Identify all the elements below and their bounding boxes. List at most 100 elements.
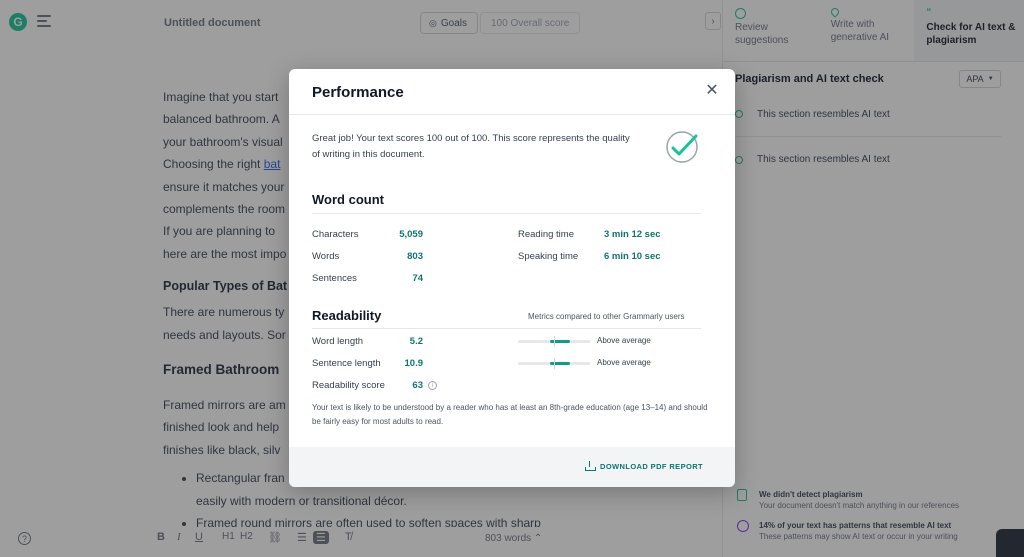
sentence-length-label: Sentence length [312, 358, 381, 369]
words-label: Words [312, 251, 340, 262]
editor-link[interactable]: bat [263, 157, 281, 172]
characters-label: Characters [312, 229, 359, 240]
grammarly-logo-icon[interactable]: G [9, 13, 27, 31]
menu-icon[interactable] [37, 15, 51, 27]
goals-icon: ◎ [429, 17, 437, 28]
citation-style-select[interactable]: APA ▼ [959, 70, 1001, 88]
quote-icon: “ [926, 7, 932, 18]
chat-widget-button[interactable] [996, 529, 1024, 557]
editor[interactable]: Imagine that you start balanced bathroom… [163, 86, 613, 535]
editor-line: ensure it matches your [163, 179, 285, 194]
tab-write-generative-ai[interactable]: Write with generative AI [819, 0, 915, 61]
plagiarism-summary-title: We didn't detect plagiarism [759, 490, 863, 499]
word-count-label: 803 words [485, 533, 532, 544]
document-check-icon [737, 489, 747, 501]
editor-text: Choosing the right [163, 157, 264, 172]
goals-label: Goals [440, 17, 467, 29]
readability-score-label: Readability score [312, 380, 385, 391]
tab-review-suggestions[interactable]: Review suggestions [723, 0, 819, 61]
score-summary: Great job! Your text scores 100 out of 1… [312, 133, 630, 160]
document-title[interactable]: Untitled document [164, 17, 261, 29]
sentence-length-bar-fill [550, 362, 570, 365]
ai-text-item-label: This section resembles AI text [757, 154, 890, 165]
metrics-note: Metrics compared to other Grammarly user… [528, 312, 685, 321]
editor-line: If you are planning to [163, 224, 276, 239]
words-value: 803 [407, 251, 423, 262]
overall-score-button[interactable]: 100 Overall score [480, 12, 581, 34]
average-marker [554, 358, 555, 369]
editor-line: here are the most impo [163, 246, 287, 261]
clear-format-icon[interactable]: T̸ [345, 531, 352, 543]
ai-text-item-label: This section resembles AI text [757, 108, 890, 120]
divider [312, 213, 701, 214]
word-count-button[interactable]: 803 words ⌃ [485, 533, 542, 544]
reading-time-label: Reading time [518, 229, 574, 240]
readability-score-value: 63 [412, 380, 423, 391]
ai-sparkle-icon [737, 520, 749, 532]
speaking-time-label: Speaking time [518, 251, 579, 262]
bold-button[interactable]: B [157, 531, 165, 543]
list-item-text: Rectangular fran [196, 471, 285, 486]
panel-header: Plagiarism and AI text check [735, 73, 884, 85]
tab-label: Review suggestions [735, 22, 789, 46]
divider [312, 328, 701, 329]
editor-list: Rectangular fran easily with modern or tr… [163, 467, 613, 534]
info-icon[interactable]: i [428, 381, 437, 390]
readability-heading: Readability [312, 308, 382, 323]
ai-summary-title: 14% of your text has patterns that resem… [759, 521, 952, 530]
checkmark-circle-icon [666, 131, 698, 163]
top-bar: G Untitled document ◎ Goals 100 Overall … [0, 0, 722, 46]
ai-summary-text: These patterns may show AI text or occur… [759, 532, 958, 541]
reading-time-value: 3 min 12 sec [604, 229, 661, 240]
editor-line: balanced bathroom. A [163, 112, 280, 127]
speaking-time-value: 6 min 10 sec [604, 251, 661, 262]
bullet-list-icon[interactable]: ☰ [313, 531, 329, 544]
help-icon[interactable]: ? [18, 532, 31, 545]
modal-footer: DOWNLOAD PDF REPORT [289, 447, 735, 487]
goals-button[interactable]: ◎ Goals [420, 12, 478, 34]
format-toolbar: ? B I U H1 H2 ⛓ ☰ ☰ T̸ 803 words ⌃ [0, 527, 722, 557]
ordered-list-icon[interactable]: ☰ [297, 532, 307, 544]
tab-label: Check for AI text & plagiarism [926, 22, 1016, 46]
caret-down-icon: ▼ [987, 76, 994, 82]
ai-text-item[interactable]: This section resembles AI text [735, 92, 1001, 137]
modal-title: Performance [312, 84, 404, 101]
word-length-bar-fill [550, 340, 570, 343]
list-item-text: easily with modern or transitional décor… [196, 493, 407, 508]
sentences-label: Sentences [312, 273, 357, 284]
characters-value: 5,059 [399, 229, 423, 240]
download-pdf-report-button[interactable]: DOWNLOAD PDF REPORT [585, 461, 703, 471]
assistant-panel: Review suggestions Write with generative… [722, 0, 1024, 557]
editor-line: finished look and help [163, 420, 280, 435]
word-length-value: 5.2 [409, 336, 423, 347]
average-marker [554, 336, 555, 347]
tab-check-ai-plagiarism[interactable]: “ Check for AI text & plagiarism [914, 0, 1024, 61]
editor-line: There are numerous ty [163, 305, 285, 320]
review-icon [735, 8, 746, 19]
citation-style-value: APA [966, 74, 984, 84]
sentence-length-bar [518, 358, 590, 369]
editor-line: complements the room [163, 202, 286, 217]
sentence-length-rating: Above average [597, 358, 651, 367]
word-length-bar [518, 336, 590, 347]
collapse-panel-button[interactable]: › [705, 12, 721, 30]
link-icon[interactable]: ⛓ [268, 532, 282, 544]
italic-button[interactable]: I [177, 531, 181, 543]
sentence-length-value: 10.9 [404, 358, 424, 369]
divider [289, 114, 735, 115]
tab-label: Write with generative AI [830, 19, 890, 43]
heading2-button[interactable]: H2 [240, 531, 253, 542]
editor-line: Choosing the right bat [163, 153, 613, 175]
ai-text-item[interactable]: This section resembles AI text [735, 137, 1001, 182]
close-icon[interactable]: ✕ [705, 82, 719, 99]
status-dot-icon [735, 155, 743, 164]
plagiarism-summary: We didn't detect plagiarism Your documen… [737, 489, 1007, 511]
editor-line: needs and layouts. Sor [163, 327, 286, 342]
word-count-heading: Word count [312, 192, 384, 207]
panel-tabs: Review suggestions Write with generative… [723, 0, 1024, 62]
underline-button[interactable]: U [195, 531, 203, 543]
download-icon [585, 461, 596, 471]
editor-line: finishes like black, silv [163, 442, 281, 457]
word-length-label: Word length [312, 336, 364, 347]
heading1-button[interactable]: H1 [222, 531, 235, 542]
